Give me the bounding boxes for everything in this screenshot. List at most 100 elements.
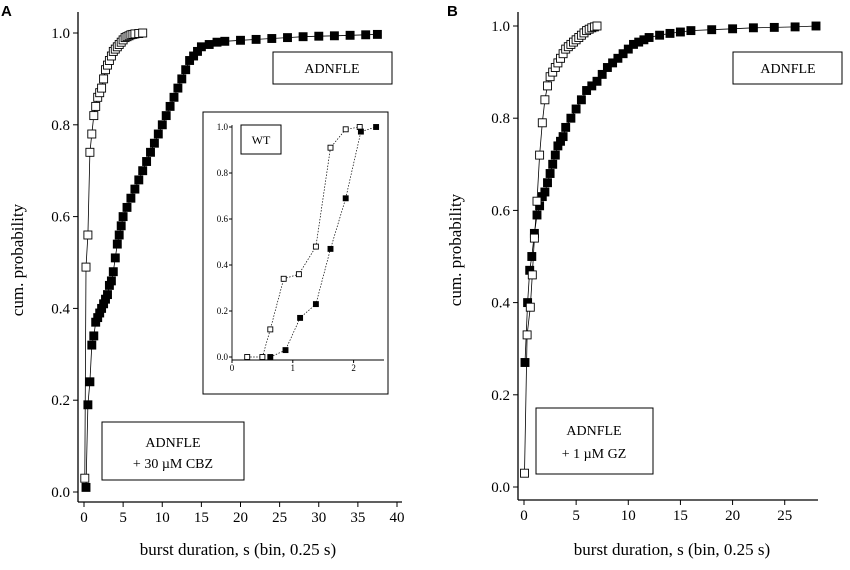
panel-b-filled-point — [675, 27, 685, 37]
panel-b-filled-point — [790, 22, 800, 32]
inset-frame — [202, 111, 389, 395]
panel-a-x-tick-label: 20 — [233, 510, 248, 526]
panel-b-filled-point — [582, 86, 592, 95]
panel-a-ticks: 0 5 10 15 20 25 30 35 400.00.20.40.60.81.0 — [51, 26, 404, 526]
panel-a-filled-point — [169, 92, 179, 102]
panel-b-marks — [520, 21, 821, 478]
panel-b-filled-point — [543, 178, 552, 188]
panel-b-bottom-box-line1: ADNFLE — [566, 424, 621, 439]
panel-b-x-tick-label: 25 — [777, 508, 792, 524]
inset-filled-point — [297, 314, 304, 321]
panel-b-ticks: 0 5 10 15 20 25 0.0 0.2 0.4 0.6 0.8 1.0 — [491, 19, 792, 524]
panel-b-chart: 0 5 10 15 20 25 0.0 0.2 0.4 0.6 0.8 1.0 ADNFLE ADNF… — [446, 12, 843, 559]
panel-b-filled-point — [527, 252, 537, 261]
panel-a-y-tick-label: 1.0 — [51, 26, 70, 42]
inset-filled-point — [282, 347, 289, 354]
panel-a-filled-point — [177, 74, 187, 84]
inset-x-tick-label: 0 — [230, 363, 235, 373]
inset-y-tick-label: 0.2 — [217, 306, 228, 316]
panel-a-filled-point — [361, 30, 371, 40]
panel-b-y-tick-label: 0.2 — [491, 388, 510, 404]
panel-a-filled-point — [212, 37, 222, 47]
panel-b-open-point — [525, 302, 535, 312]
panel-b-filled-point — [686, 26, 696, 36]
inset-filled-point — [312, 301, 319, 308]
panel-b-open-point — [535, 150, 545, 160]
panel-b-filled-point — [571, 104, 581, 114]
panel-b-filled-point — [644, 33, 654, 42]
panel-a-filled-point — [173, 83, 183, 93]
panel-b-filled-point — [602, 63, 612, 72]
inset-filled-point — [327, 245, 334, 252]
inset-y-tick-label: 0.4 — [217, 260, 229, 270]
panel-a-open-point — [91, 101, 101, 111]
panel-letter-a: A — [1, 3, 12, 20]
inset-open-point — [267, 326, 274, 333]
panel-a-filled-point — [83, 400, 93, 410]
panel-a-y-axis-title: cum. probability — [8, 203, 27, 316]
panel-a-bottom-box — [101, 421, 245, 481]
panel-b-filled-point — [532, 210, 542, 220]
panel-a-filled-point — [220, 36, 230, 46]
panel-a-filled-point — [114, 230, 124, 240]
panel-a-filled-point — [236, 35, 245, 45]
inset-open-point — [259, 354, 266, 360]
panel-a-x-tick-label: 30 — [311, 510, 326, 526]
inset-open-point — [342, 126, 349, 133]
panel-a-open-point — [89, 111, 99, 121]
panel-a-y-tick-label: 0.2 — [51, 393, 70, 409]
panel-b-open-point — [529, 233, 539, 243]
panel-a-open-point — [85, 147, 95, 157]
panel-a-bottom-box-line2: + 30 µM CBZ — [133, 457, 213, 472]
panel-a-filled-point — [106, 276, 116, 286]
panel-a-marks — [80, 28, 382, 492]
panel-b-filled-point — [748, 23, 758, 33]
panel-a-filled-point — [85, 377, 95, 387]
panel-b-filled-point — [769, 22, 779, 32]
panel-a-y-tick-label: 0.0 — [51, 485, 70, 501]
panel-a-x-axis-title: burst duration, s (bin, 0.25 s) — [140, 540, 336, 559]
panel-a-filled-point — [134, 175, 144, 185]
inset-x-tick-label: 2 — [351, 363, 356, 373]
panel-a-filled-point — [108, 267, 118, 277]
inset-open-point — [312, 243, 319, 250]
panel-a-filled-point — [130, 184, 140, 194]
panel-a-filled-point — [116, 221, 126, 231]
inset-label: WT — [252, 133, 271, 147]
panel-b-open-point — [592, 21, 602, 31]
panel-a-filled-point — [161, 111, 171, 121]
panel-a-open-point — [99, 74, 109, 84]
panel-a-open-point — [138, 28, 148, 38]
panel-b-x-tick-label: 15 — [673, 508, 688, 524]
inset-label-box — [240, 124, 282, 155]
panel-b-filled-point — [665, 28, 675, 38]
panel-a-filled-point — [267, 34, 277, 43]
inset-x-tick-label: 1 — [291, 363, 296, 373]
panel-b-filled-point — [592, 76, 602, 86]
panel-b-filled-point — [811, 21, 821, 31]
panel-a-x-tick-label: 0 — [80, 510, 88, 526]
panel-a-top-box-label: ADNFLE — [304, 62, 359, 77]
inset-open-point — [295, 271, 302, 278]
panel-a-filled-point — [298, 32, 308, 42]
panel-letter-b: B — [447, 3, 458, 20]
panel-a-filled-point — [122, 202, 132, 212]
inset-y-tick-label: 0.0 — [217, 352, 229, 362]
panel-a-open-point — [97, 83, 107, 93]
panel-b-filled-point — [597, 69, 607, 79]
panel-a-x-tick-label: 10 — [155, 510, 170, 526]
panel-b-y-tick-label: 0.6 — [491, 203, 510, 219]
panel-b-filled-point — [728, 24, 738, 34]
panel-b-filled-point — [520, 358, 530, 367]
panel-a-filled-point — [181, 65, 191, 75]
inset-open-point — [244, 354, 251, 360]
panel-b-y-axis-title: cum. probability — [446, 193, 465, 306]
panel-a-filled-point — [157, 120, 167, 130]
inset-y-tick-label: 0.6 — [217, 214, 229, 224]
panel-a-x-tick-label: 35 — [350, 510, 365, 526]
inset-filled-point — [357, 128, 364, 135]
panel-b-filled-point — [623, 44, 633, 54]
inset-open-point — [280, 275, 287, 282]
panel-b-bottom-box-line2: + 1 µM GZ — [562, 447, 627, 462]
